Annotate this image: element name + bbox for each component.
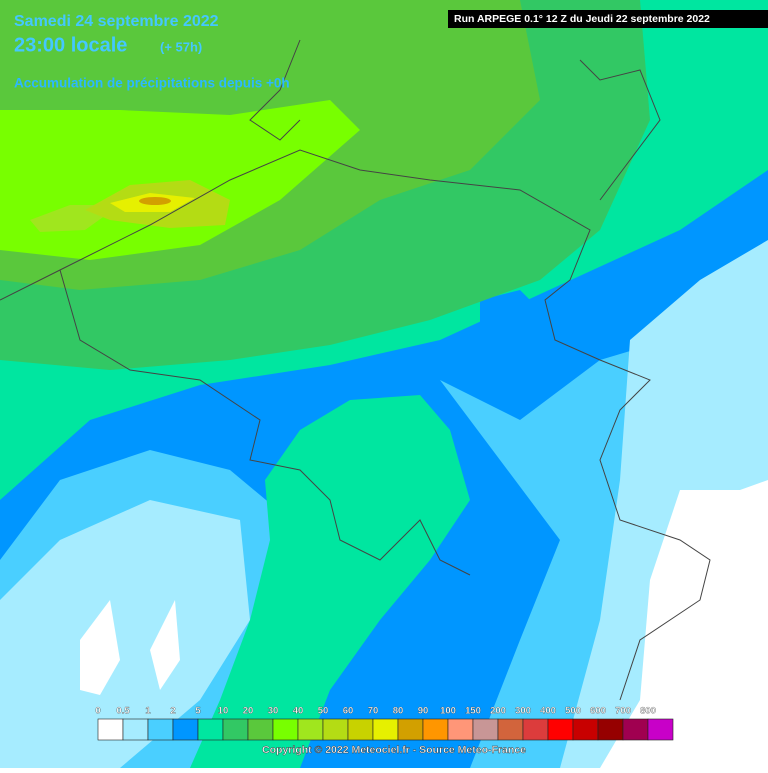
run-info-box (448, 10, 768, 28)
legend-swatch (197, 718, 224, 741)
legend-swatch (222, 718, 249, 741)
legend: 0 0.5 1 2 5 10 20 30 40 50 60 70 80 90 100 150 200 300 400… (95, 705, 674, 741)
legend-swatch (97, 718, 124, 741)
legend-label: 80 (393, 706, 404, 717)
legend-label: 90 (418, 706, 429, 717)
legend-label: 0.5 (116, 706, 130, 717)
legend-label: 70 (368, 706, 379, 717)
lead-time: (+ 57h) (160, 39, 202, 54)
legend-swatch (622, 718, 649, 741)
legend-swatch (422, 718, 449, 741)
subtitle: Accumulation de précipitations depuis +0… (14, 76, 290, 91)
legend-swatch (597, 718, 624, 741)
run-info: Run ARPEGE 0.1° 12 Z du Jeudi 22 septemb… (454, 13, 710, 25)
copyright: Copyright © 2022 Meteociel.fr - Source M… (262, 744, 526, 756)
legend-label: 500 (565, 706, 581, 717)
legend-swatch (372, 718, 399, 741)
legend-swatch (647, 718, 674, 741)
legend-swatch (472, 718, 499, 741)
legend-swatch (247, 718, 274, 741)
legend-swatch (172, 718, 199, 741)
legend-label: 20 (243, 706, 254, 717)
legend-label: 40 (293, 706, 304, 717)
legend-swatch (122, 718, 149, 741)
legend-label: 150 (465, 706, 481, 717)
time: 23:00 locale (14, 34, 127, 56)
legend-swatch (297, 718, 324, 741)
legend-label: 200 (490, 706, 506, 717)
legend-label: 30 (268, 706, 279, 717)
borders (0, 39, 711, 701)
legend-swatch (572, 718, 599, 741)
legend-swatch (497, 718, 524, 741)
legend-label: 10 (218, 706, 229, 717)
legend-label: 0 (95, 706, 100, 717)
date: Samedi 24 septembre 2022 (14, 13, 219, 30)
legend-label: 50 (318, 706, 329, 717)
legend-swatch (322, 718, 349, 741)
legend-label: 400 (540, 706, 556, 717)
legend-swatch (522, 718, 549, 741)
legend-label: 800 (640, 706, 656, 717)
legend-swatch (547, 718, 574, 741)
legend-swatch (272, 718, 299, 741)
legend-swatch (397, 718, 424, 741)
legend-label: 5 (195, 706, 201, 717)
legend-label: 60 (343, 706, 354, 717)
legend-swatch (347, 718, 374, 741)
legend-label: 2 (170, 706, 175, 717)
legend-label: 600 (590, 706, 606, 717)
legend-label: 1 (145, 706, 151, 717)
legend-label: 300 (515, 706, 531, 717)
legend-label: 100 (440, 706, 456, 717)
legend-swatch (447, 718, 474, 741)
legend-swatch (147, 718, 174, 741)
legend-label: 700 (615, 706, 631, 717)
